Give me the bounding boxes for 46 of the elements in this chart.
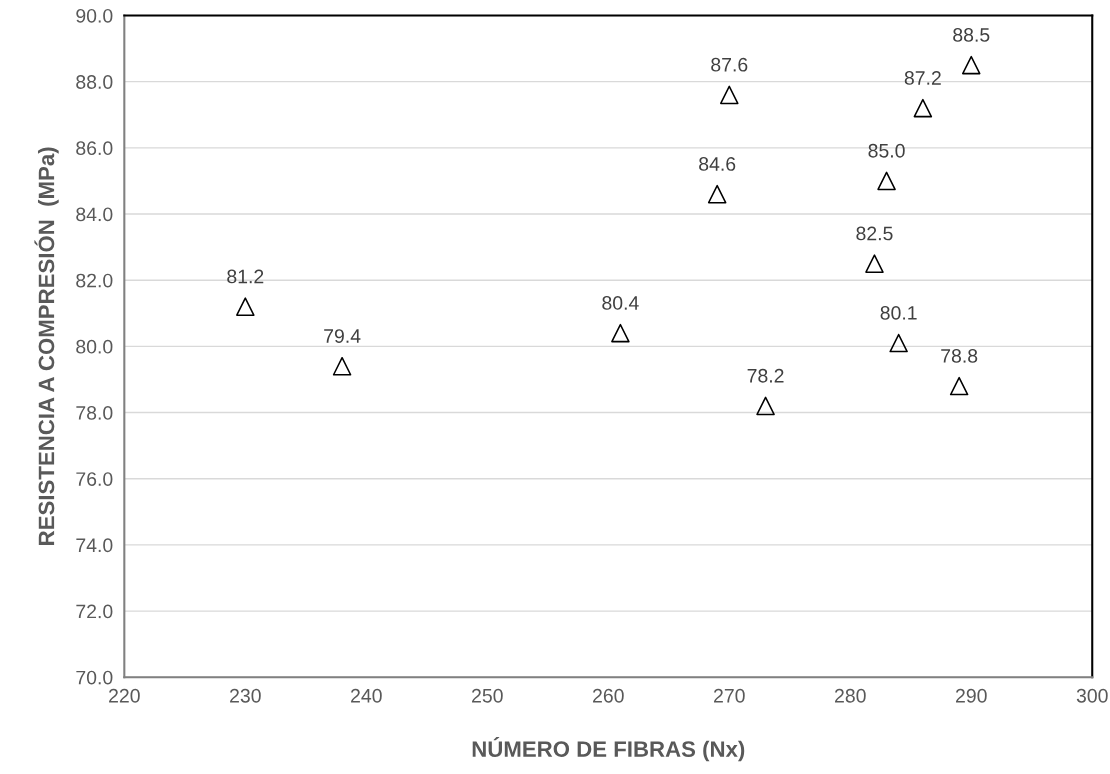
- data-label: 82.5: [856, 226, 893, 241]
- y-tick-label: 84.0: [76, 207, 113, 222]
- point: [949, 376, 969, 396]
- y-tick-label: 70.0: [76, 670, 113, 685]
- point: [719, 85, 739, 105]
- data-label: 78.8: [941, 349, 978, 363]
- data-label: 78.2: [747, 368, 784, 383]
- data-label: 85.0: [868, 143, 905, 158]
- y-tick-label: 76.0: [76, 472, 113, 486]
- y-axis-title: RESISTENCIA A COMPRESIÓN (MPa): [34, 147, 59, 545]
- point: [707, 184, 727, 204]
- data-label: 80.1: [880, 306, 917, 320]
- x-tick-label: 300: [1076, 688, 1108, 703]
- point: [961, 55, 981, 75]
- data-label: 87.2: [904, 71, 941, 85]
- point: [611, 323, 630, 343]
- x-tick-label: 220: [109, 688, 140, 703]
- y-tick-label: 86.0: [76, 141, 113, 156]
- data-label: 84.6: [699, 157, 736, 171]
- y-tick-label: 90.0: [76, 8, 113, 23]
- data-label: 87.6: [711, 57, 748, 72]
- y-tick-label: 82.0: [76, 273, 113, 288]
- y-tick-label: 80.0: [76, 339, 113, 354]
- y-tick-label: 74.0: [76, 538, 113, 553]
- data-label: 88.5: [953, 28, 990, 42]
- x-tick-label: 240: [351, 688, 382, 703]
- point: [756, 396, 775, 416]
- x-tick-label: 250: [472, 688, 503, 703]
- point: [332, 356, 352, 376]
- x-tick-label: 260: [593, 688, 624, 703]
- data-label: 81.2: [227, 269, 264, 284]
- point: [889, 333, 908, 353]
- y-tick-label: 78.0: [76, 406, 113, 420]
- data-label: 79.4: [324, 329, 361, 343]
- x-tick-label: 270: [714, 688, 745, 703]
- x-tick-label: 290: [956, 688, 987, 703]
- y-tick-label: 72.0: [76, 604, 113, 619]
- y-tick-label: 88.0: [76, 75, 113, 89]
- point: [877, 171, 896, 191]
- x-tick-label: 230: [230, 688, 261, 703]
- x-axis-title: NÚMERO DE FIBRAS (Nx): [472, 737, 745, 762]
- x-tick-label: 280: [835, 688, 866, 703]
- point: [236, 297, 255, 316]
- point: [865, 254, 884, 273]
- data-label: 80.4: [602, 296, 639, 310]
- point: [913, 98, 933, 118]
